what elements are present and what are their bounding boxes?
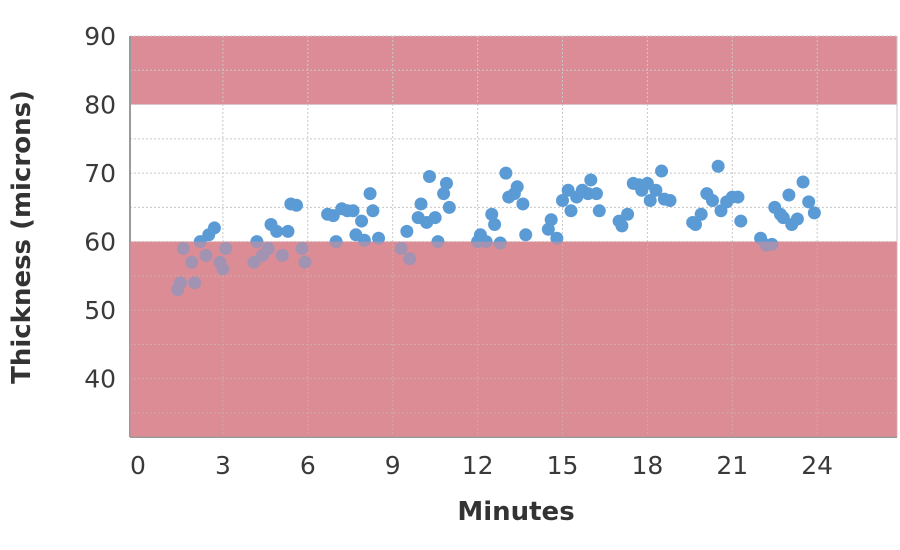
band-above-spec — [130, 36, 897, 105]
data-point — [544, 213, 558, 227]
data-point — [731, 190, 745, 204]
data-point — [655, 164, 669, 178]
data-point — [649, 183, 663, 197]
x-tick-label: 24 — [801, 451, 833, 480]
y-tick-label: 90 — [84, 22, 116, 51]
y-tick-labels: 40 50 60 70 80 90 — [84, 22, 116, 394]
x-tick-label: 12 — [462, 451, 494, 480]
data-point — [510, 180, 524, 194]
data-point — [782, 188, 796, 202]
data-point — [734, 214, 748, 228]
data-point — [346, 204, 360, 218]
data-point — [428, 211, 442, 225]
data-point — [366, 204, 380, 218]
data-point — [615, 219, 629, 233]
data-point — [689, 218, 703, 232]
data-point — [621, 207, 635, 221]
data-point — [584, 173, 598, 187]
data-point — [207, 221, 221, 235]
data-point — [556, 194, 569, 208]
data-point — [519, 228, 533, 242]
data-point — [289, 198, 303, 212]
x-tick-label: 3 — [215, 451, 231, 480]
x-tick-label: 6 — [300, 451, 316, 480]
data-point — [372, 231, 386, 245]
data-points — [130, 159, 897, 437]
data-point — [442, 200, 456, 214]
data-point — [663, 194, 677, 208]
y-tick-label: 80 — [84, 91, 116, 120]
data-point — [439, 176, 453, 190]
data-point — [422, 170, 436, 184]
data-point — [711, 159, 725, 173]
y-tick-label: 40 — [84, 365, 116, 394]
data-point — [414, 197, 428, 211]
y-tick-label: 50 — [84, 296, 116, 325]
data-point — [592, 204, 606, 218]
data-point — [705, 194, 719, 208]
x-tick-label: 18 — [631, 451, 663, 480]
band-overlay-below-spec — [130, 241, 897, 437]
data-point — [516, 197, 530, 211]
data-point — [564, 204, 578, 218]
y-tick-label: 60 — [84, 228, 116, 257]
x-tick-label: 0 — [130, 451, 146, 480]
data-point — [694, 207, 708, 221]
data-point — [796, 175, 810, 189]
data-point — [355, 214, 369, 228]
x-tick-label: 15 — [547, 451, 579, 480]
x-tick-labels: 0 3 6 9 12 15 18 21 24 — [130, 451, 833, 480]
data-point — [499, 166, 513, 180]
y-axis-title: Thickness (microns) — [7, 90, 37, 384]
data-point — [807, 206, 821, 220]
data-point — [550, 231, 564, 245]
data-point — [643, 194, 657, 208]
y-tick-label: 70 — [84, 159, 116, 188]
data-point — [802, 195, 816, 209]
data-point — [400, 224, 414, 238]
x-tick-label: 9 — [385, 451, 401, 480]
data-point — [790, 212, 804, 226]
data-point — [270, 224, 284, 238]
x-axis-title: Minutes — [457, 497, 574, 527]
data-point — [281, 224, 295, 238]
data-point — [437, 187, 451, 201]
data-point — [485, 207, 499, 221]
data-point — [488, 218, 502, 232]
x-tick-label: 21 — [716, 451, 748, 480]
data-point — [363, 187, 377, 201]
data-point — [589, 187, 603, 201]
